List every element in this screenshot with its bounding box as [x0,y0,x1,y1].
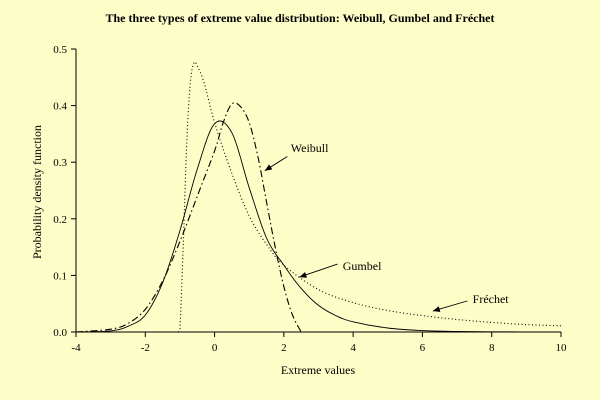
series-gumbel-line [75,120,562,333]
axes: -4 -2 0 2 4 6 8 10 0.0 0.1 0.2 0.3 0.4 0.5 [53,44,567,354]
series-weibull-line [75,102,302,333]
y-tick-label: 0.1 [53,270,67,282]
y-tick-label: 0.2 [53,214,67,226]
x-tick-label: 8 [489,342,495,354]
x-tick-label: 10 [556,342,568,354]
annotation-frchet-label: Fréchet [473,292,510,306]
x-tick-label: 0 [212,342,218,354]
series-layer [75,61,562,333]
x-tick-label: -4 [71,342,81,354]
annotation-gumbel-label: Gumbel [343,259,382,273]
y-tick-label: 0.0 [53,327,67,339]
x-axis-label: Extreme values [281,363,356,377]
chart-title: The three types of extreme value distrib… [106,11,495,25]
x-tick-label: 6 [420,342,426,354]
y-tick-label: 0.5 [53,44,67,56]
annotation-weibull-arrow-head [264,164,273,171]
annotation-weibull-label: Weibull [291,141,329,155]
y-tick-label: 0.3 [53,157,67,169]
annotation-layer: Weibull Gumbel Fréchet [264,141,510,312]
annotation-frchet-arrow-head [432,306,441,312]
y-tick-label: 0.4 [53,101,67,113]
y-axis-label: Probability density function [30,125,44,259]
x-tick-label: 4 [350,342,356,354]
x-tick-label: 2 [281,342,287,354]
series-frchet-line [177,61,562,333]
annotation-gumbel-arrow-head [299,272,307,278]
x-tick-label: -2 [141,342,150,354]
